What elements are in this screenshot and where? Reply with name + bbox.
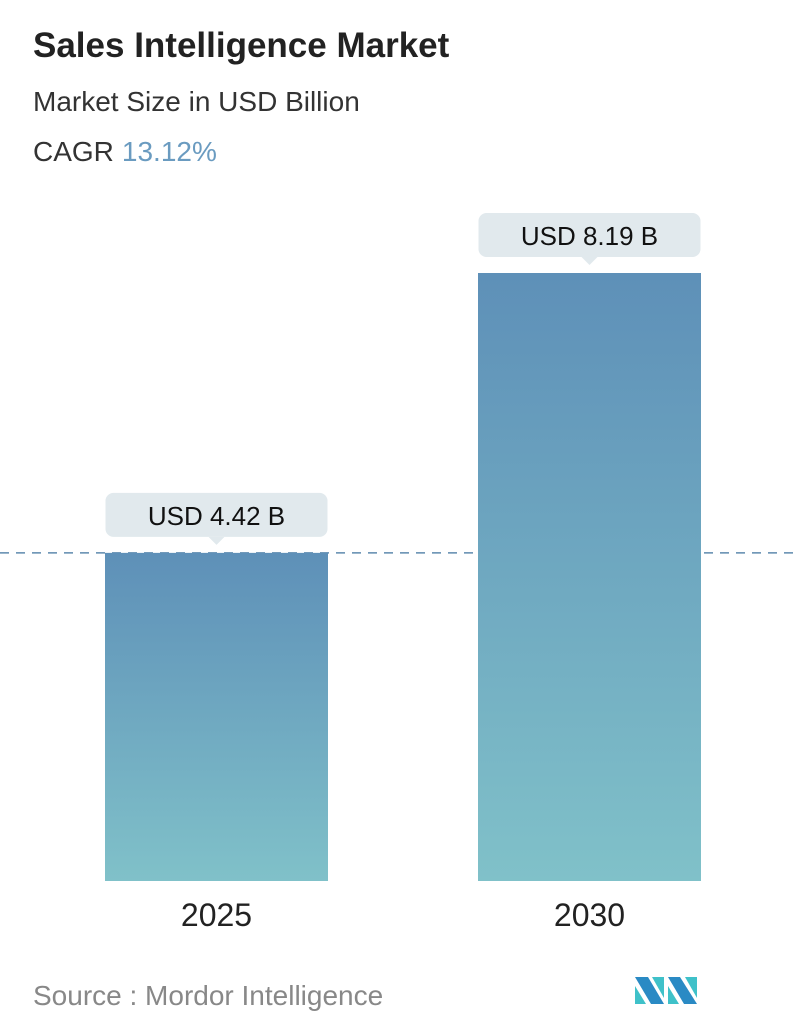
data-label: USD 8.19 B	[521, 221, 658, 251]
chart-subtitle: Market Size in USD Billion	[33, 86, 360, 117]
x-tick-label: 2030	[554, 897, 625, 933]
data-label-bg	[105, 492, 328, 537]
x-tick-label: 2025	[181, 897, 252, 933]
cagr: CAGR 13.12%	[33, 136, 217, 168]
data-label-pointer	[208, 536, 225, 545]
bar-chart: USD 4.42 B 2025 USD 8.19 B 2030	[0, 213, 796, 933]
data-label-bg	[478, 213, 701, 257]
mordor-logo-icon	[635, 977, 697, 1004]
source-text: Source : Mordor Intelligence	[33, 980, 384, 1011]
data-label-pointer	[581, 257, 598, 265]
bar-2030	[478, 273, 701, 881]
bar-2025	[105, 552, 328, 881]
cagr-label: CAGR	[33, 136, 114, 167]
chart-title: Sales Intelligence Market	[33, 26, 450, 65]
cagr-value: 13.12%	[121, 136, 217, 167]
data-label: USD 4.42 B	[148, 501, 285, 531]
